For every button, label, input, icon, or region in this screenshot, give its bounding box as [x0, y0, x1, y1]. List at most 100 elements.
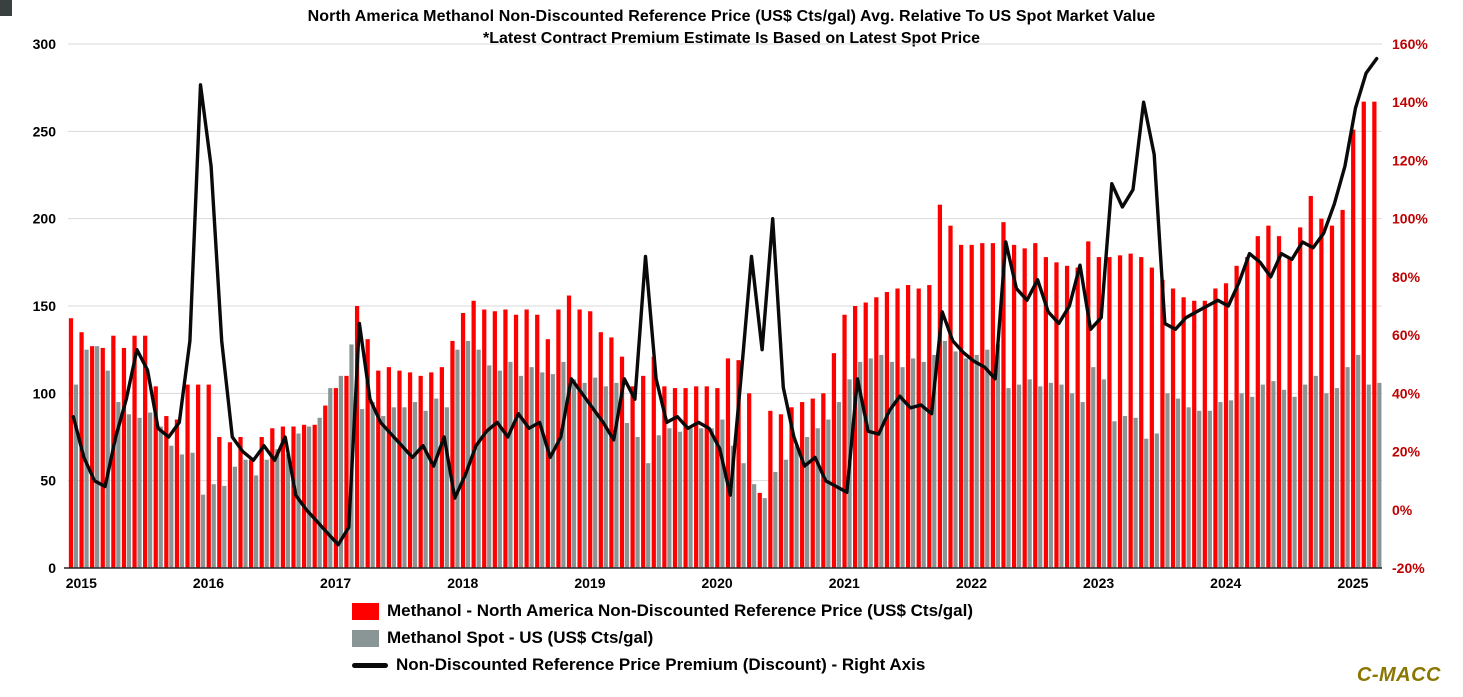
- reference-price-bar: [1096, 257, 1101, 568]
- reference-price-bar: [143, 335, 148, 568]
- reference-price-bar: [1213, 288, 1218, 568]
- spot-price-bar: [1027, 379, 1032, 568]
- reference-price-bar: [778, 414, 784, 568]
- spot-price-bar: [826, 419, 831, 568]
- spot-price-bar: [137, 417, 142, 568]
- spot-price-bar: [1112, 421, 1117, 568]
- reference-price-bar: [196, 384, 201, 568]
- spot-price-bar: [434, 398, 439, 568]
- spot-price-bar: [1186, 407, 1191, 568]
- spot-price-bar: [1016, 384, 1022, 568]
- left-axis-tick-label: 200: [33, 211, 57, 227]
- right-axis-tick-label: 120%: [1392, 152, 1428, 168]
- spot-price-bar: [95, 346, 100, 568]
- reference-price-bar: [248, 459, 254, 568]
- spot-price-bar: [1366, 384, 1371, 568]
- reference-price-bar: [227, 442, 233, 568]
- spot-price-bar: [741, 463, 746, 568]
- spot-price-bar: [391, 407, 396, 568]
- right-axis-tick-label: 40%: [1392, 385, 1421, 401]
- spot-price-bar: [815, 428, 820, 568]
- reference-price-bar: [492, 311, 497, 568]
- spot-price-bar: [677, 431, 683, 568]
- spot-price-bar: [1281, 389, 1287, 568]
- reference-price-bar: [1308, 195, 1313, 568]
- spot-price-bar: [561, 361, 566, 568]
- reference-price-bar: [280, 426, 286, 568]
- spot-price-bar: [1144, 438, 1149, 568]
- reference-price-bar: [736, 360, 741, 568]
- spot-price-bar: [656, 435, 661, 568]
- spot-price-bar: [412, 402, 418, 568]
- reference-price-bar: [344, 375, 349, 568]
- spot-price-bar: [1154, 433, 1159, 568]
- spot-price-bar: [285, 454, 291, 568]
- spot-price-bar: [783, 459, 789, 568]
- reference-price-bar: [948, 225, 953, 569]
- reference-price-bar: [831, 353, 837, 568]
- reference-price-bar: [291, 426, 296, 568]
- spot-price-bar: [158, 426, 163, 568]
- spot-price-bar: [264, 459, 269, 568]
- spot-price-bar: [635, 437, 640, 568]
- spot-price-bar: [762, 498, 767, 568]
- reference-price-bar: [715, 388, 720, 568]
- reference-price-bar: [1245, 257, 1250, 568]
- reference-price-bar: [1117, 255, 1123, 568]
- spot-price-bar: [1345, 367, 1350, 568]
- spot-price-bar: [752, 484, 757, 568]
- reference-price-bar: [482, 309, 487, 568]
- reference-price-bar: [1139, 257, 1144, 568]
- spot-price-bar: [1207, 410, 1212, 568]
- spot-price-bar: [688, 428, 693, 568]
- reference-price-bar: [1149, 267, 1154, 568]
- spot-price-bar: [243, 459, 248, 568]
- reference-price-bar: [259, 437, 264, 568]
- spot-price-bar: [720, 419, 725, 568]
- reference-price-bar: [503, 309, 508, 568]
- right-axis-tick-label: 80%: [1392, 269, 1421, 285]
- x-axis-year-label: 2023: [1083, 575, 1114, 591]
- spot-price-bar: [1228, 400, 1234, 568]
- left-axis-tick-label: 300: [33, 36, 57, 52]
- spot-price-bar: [582, 382, 587, 568]
- x-axis-year-label: 2015: [66, 575, 97, 591]
- reference-price-bar: [821, 393, 826, 568]
- reference-price-bar: [630, 386, 635, 568]
- spot-price-bar: [338, 375, 343, 568]
- spot-price-bar: [1377, 382, 1382, 568]
- reference-price-bar: [1234, 265, 1239, 568]
- reference-price-bar: [800, 402, 805, 568]
- spot-price-bar: [603, 386, 608, 568]
- reference-price-bar: [513, 314, 519, 568]
- spot-price-bar: [402, 407, 407, 568]
- reference-price-bar: [694, 386, 699, 568]
- spot-price-bar: [1292, 396, 1297, 568]
- reference-price-bar: [333, 388, 339, 568]
- reference-price-bar: [609, 337, 614, 568]
- spot-price-bar: [1069, 393, 1075, 568]
- reference-price-bar: [895, 288, 900, 568]
- reference-price-bar: [641, 375, 646, 568]
- spot-price-bar: [1324, 393, 1329, 568]
- reference-price-bar: [174, 419, 180, 568]
- spot-price-bar: [1197, 410, 1202, 568]
- spot-price-bar: [974, 354, 979, 568]
- reference-price-bar: [1298, 227, 1303, 568]
- gray-bar-swatch-icon: [352, 629, 379, 647]
- legend-item-premium-line: Non-Discounted Reference Price Premium (…: [352, 655, 973, 675]
- x-axis-year-label: 2022: [956, 575, 987, 591]
- reference-price-bar: [238, 437, 243, 568]
- cmacc-logo: C-MACC: [1356, 664, 1441, 686]
- reference-price-bar: [884, 292, 890, 568]
- reference-price-bar: [1329, 225, 1335, 569]
- spot-price-bar: [921, 361, 926, 568]
- reference-price-bar: [1001, 222, 1006, 568]
- reference-price-bar: [68, 318, 74, 568]
- spot-price-bar: [169, 445, 174, 568]
- reference-price-bar: [1022, 248, 1027, 569]
- spot-price-bar: [667, 428, 672, 568]
- spot-price-bar: [857, 361, 863, 568]
- reference-price-bar: [842, 314, 847, 568]
